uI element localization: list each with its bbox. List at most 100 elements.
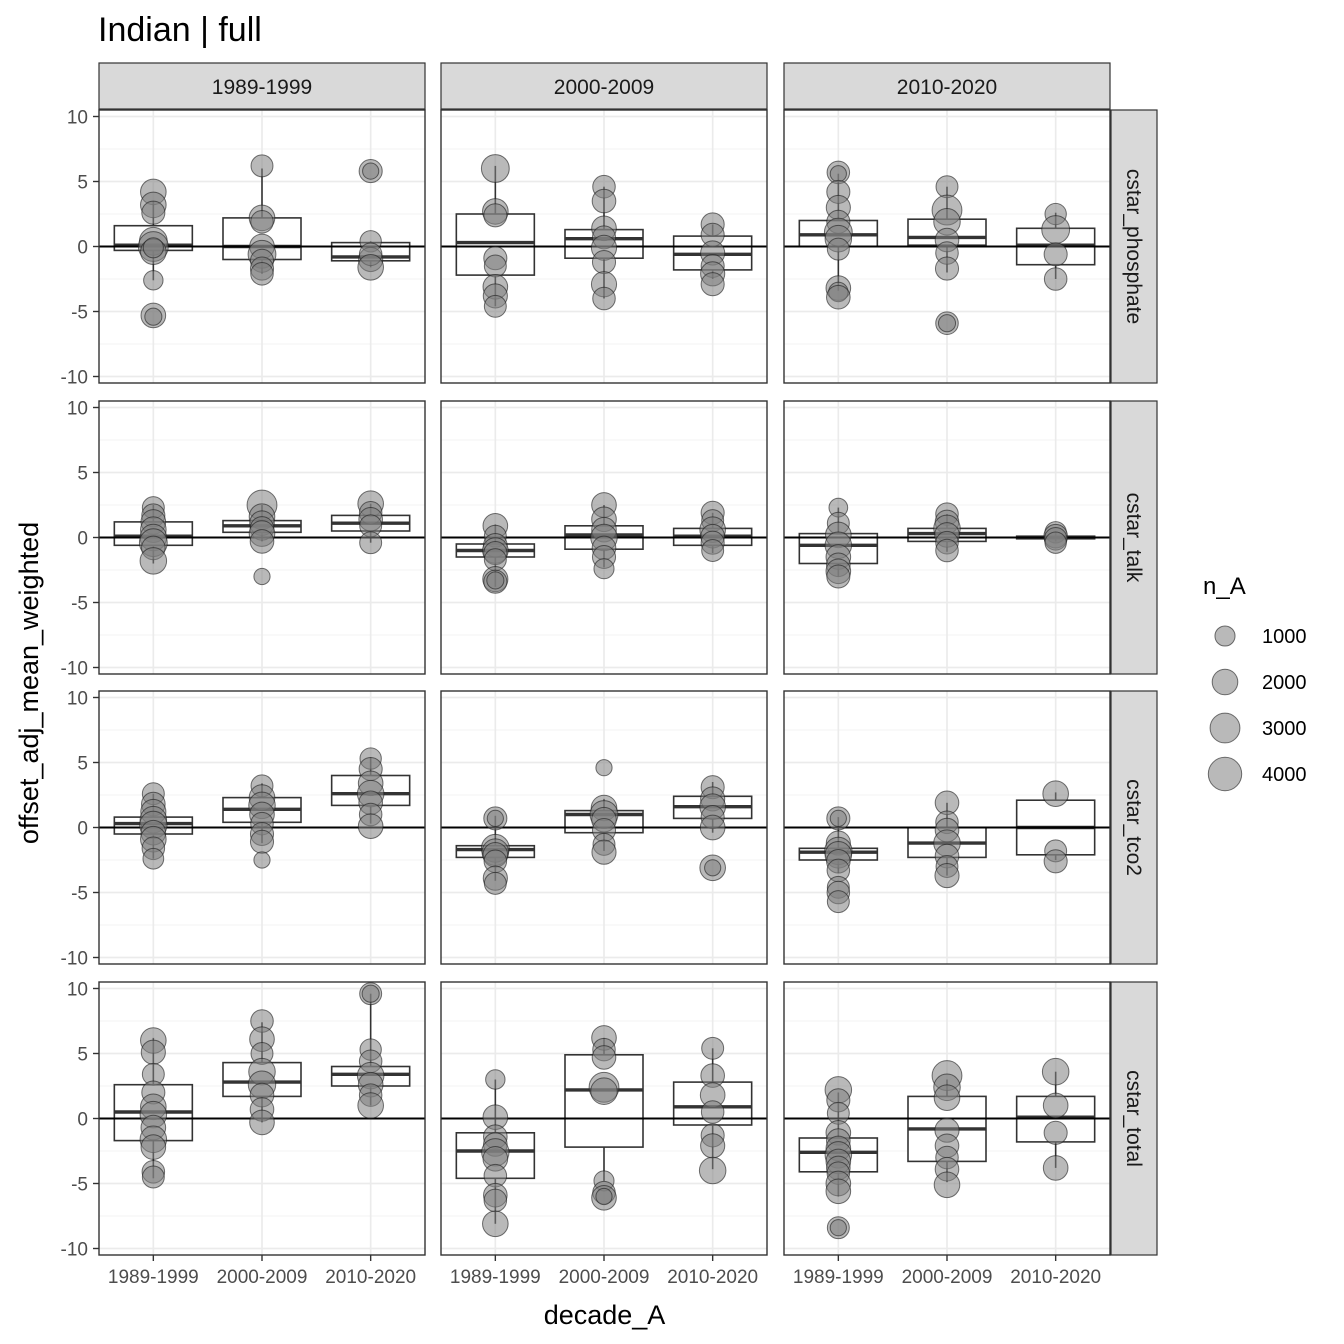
data-point — [590, 1077, 618, 1105]
data-point — [1042, 780, 1069, 808]
panel-border — [440, 109, 768, 384]
panel-border — [440, 690, 768, 965]
facet-panel — [98, 109, 426, 384]
data-point — [486, 809, 504, 828]
legend-key — [1214, 625, 1236, 647]
data-point — [357, 1092, 384, 1119]
data-point — [700, 1133, 726, 1159]
data-point — [142, 847, 165, 870]
y-tick-label: 0 — [77, 819, 88, 840]
data-point — [361, 984, 380, 1003]
data-point — [250, 210, 274, 234]
y-tick-label: -10 — [61, 949, 88, 970]
data-point — [142, 237, 164, 259]
data-point — [249, 529, 275, 554]
facet-panel — [783, 109, 1111, 384]
data-point — [483, 871, 507, 895]
column-strip-label: 2000-2009 — [554, 76, 654, 99]
row-strip — [1110, 981, 1158, 1256]
y-tick-label: 0 — [77, 1110, 88, 1131]
legend-label: 2000 — [1262, 672, 1307, 694]
column-strip — [98, 62, 426, 110]
row-strip-label: cstar_phosphate — [1122, 169, 1145, 324]
x-tick-label: 2000-2009 — [559, 1267, 650, 1288]
data-point — [934, 256, 960, 281]
data-point — [591, 188, 617, 214]
data-point — [829, 1219, 847, 1237]
column-strip-label: 2010-2020 — [897, 76, 997, 99]
facet-panel — [98, 981, 426, 1256]
data-point — [483, 254, 507, 278]
data-point — [483, 203, 508, 228]
y-tick-label: 0 — [77, 529, 88, 550]
row-strip-label: cstar_talk — [1122, 493, 1145, 583]
data-point — [249, 829, 275, 854]
data-point — [249, 1109, 275, 1136]
data-point — [139, 547, 168, 575]
x-tick-label: 2000-2009 — [902, 1267, 993, 1288]
y-tick-label: -5 — [71, 594, 88, 615]
facet-panel — [440, 981, 768, 1256]
y-tick-label: 5 — [77, 464, 88, 485]
data-point — [592, 286, 616, 311]
data-point — [591, 839, 617, 865]
row-strip-label: cstar_total — [1122, 1070, 1145, 1167]
data-point — [1043, 1120, 1068, 1145]
data-point — [250, 262, 274, 286]
data-point — [140, 1039, 166, 1065]
data-point — [825, 1178, 852, 1205]
data-point — [698, 1156, 727, 1185]
legend-key — [1207, 756, 1243, 792]
facet-panel — [783, 690, 1111, 965]
data-point — [937, 314, 957, 333]
data-point — [699, 814, 726, 841]
facet-panel — [783, 981, 1111, 1256]
y-tick-label: 10 — [67, 108, 88, 129]
data-point — [595, 1187, 613, 1206]
x-tick-label: 1989-1999 — [793, 1267, 884, 1288]
row-strip — [1110, 690, 1158, 965]
data-point — [359, 531, 383, 555]
legend-title: n_A — [1203, 573, 1246, 600]
y-tick-label: -5 — [71, 1175, 88, 1196]
x-tick-label: 2010-2020 — [325, 1267, 416, 1288]
data-point — [593, 558, 615, 580]
y-tick-label: 5 — [77, 754, 88, 775]
y-tick-label: 10 — [67, 980, 88, 1001]
legend-label: 3000 — [1262, 718, 1307, 740]
x-tick-label: 2010-2020 — [667, 1267, 758, 1288]
panel-border — [783, 400, 1111, 675]
data-point — [482, 1210, 509, 1238]
data-point — [1041, 215, 1071, 245]
data-point — [826, 890, 850, 914]
data-point — [933, 1171, 961, 1199]
chart-title: Indian | full — [98, 11, 262, 49]
data-point — [1043, 267, 1068, 291]
data-point — [362, 162, 380, 180]
y-tick-label: -10 — [61, 659, 88, 680]
data-point — [483, 294, 507, 318]
data-point — [704, 859, 722, 877]
data-point — [144, 307, 163, 326]
data-point — [1043, 849, 1068, 874]
facet-panel — [98, 690, 426, 965]
data-point — [480, 154, 510, 183]
data-point — [485, 1069, 506, 1090]
x-tick-label: 2010-2020 — [1010, 1267, 1101, 1288]
data-point — [357, 813, 384, 840]
row-strip — [1110, 109, 1158, 384]
facet-panel — [783, 400, 1111, 675]
data-point — [700, 272, 725, 297]
data-point — [591, 250, 617, 275]
data-point — [826, 564, 851, 589]
data-point — [250, 154, 274, 178]
size-legend: n_A 1000 2000 3000 4000 — [1203, 573, 1307, 792]
data-point — [934, 863, 960, 889]
legend-label: 4000 — [1262, 764, 1307, 786]
data-point — [253, 567, 271, 586]
y-tick-label: -10 — [61, 368, 88, 389]
legend-label: 1000 — [1262, 626, 1307, 648]
column-strip-label: 1989-1999 — [212, 76, 312, 99]
data-point — [253, 851, 271, 869]
